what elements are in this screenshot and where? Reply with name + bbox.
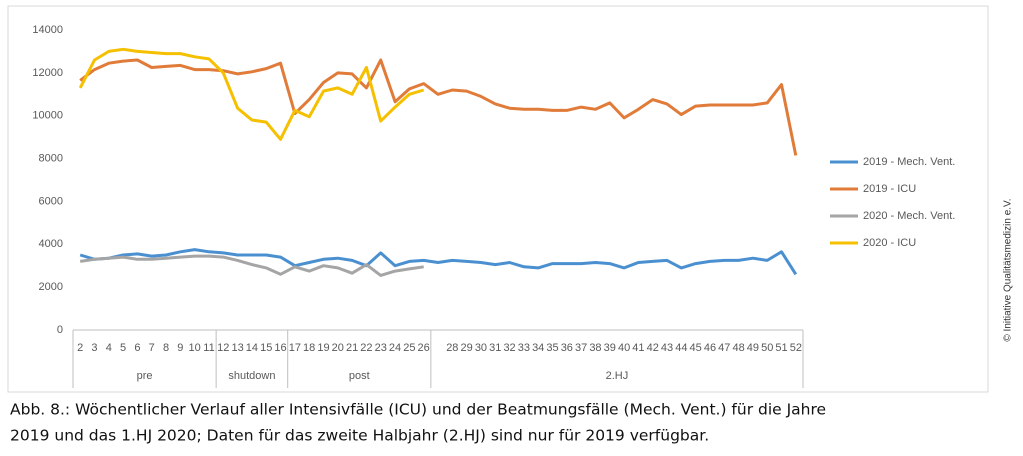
- group-label: shutdown: [228, 370, 275, 382]
- x-tick-label: 40: [618, 342, 630, 354]
- series-line: [79, 254, 424, 277]
- legend-label: 2019 - Mech. Vent.: [863, 156, 955, 168]
- series-line: [79, 248, 798, 276]
- x-tick-label: 15: [260, 342, 272, 354]
- y-tick-label: 2000: [39, 281, 63, 293]
- y-tick-label: 14000: [32, 24, 63, 36]
- x-tick-label: 33: [518, 342, 530, 354]
- x-tick-label: 3: [91, 342, 97, 354]
- x-tick-label: 51: [775, 342, 787, 354]
- x-tick-label: 7: [149, 342, 155, 354]
- x-tick-label: 32: [503, 342, 515, 354]
- caption-line: Abb. 8.: Wöchentlicher Verlauf aller Int…: [10, 401, 826, 419]
- x-tick-label: 46: [704, 342, 716, 354]
- x-tick-label: 52: [790, 342, 802, 354]
- x-tick-label: 31: [489, 342, 501, 354]
- legend-label: 2020 - Mech. Vent.: [863, 210, 955, 222]
- caption-line: 2019 und das 1.HJ 2020; Daten für das zw…: [10, 427, 709, 445]
- x-tick-label: 47: [718, 342, 730, 354]
- series-line: [78, 47, 425, 141]
- y-tick-label: 6000: [39, 195, 63, 207]
- y-tick-label: 10000: [32, 110, 63, 122]
- x-tick-label: 50: [761, 342, 773, 354]
- x-tick-label: 41: [632, 342, 644, 354]
- y-tick-label: 8000: [39, 152, 63, 164]
- x-tick-label: 20: [332, 342, 344, 354]
- x-tick-label: 25: [403, 342, 415, 354]
- x-tick-label: 4: [106, 342, 112, 354]
- x-tick-label: 2: [77, 342, 83, 354]
- x-tick-label: 35: [546, 342, 558, 354]
- x-tick-label: 21: [346, 342, 358, 354]
- legend-label: 2019 - ICU: [863, 183, 916, 195]
- x-tick-label: 44: [675, 342, 687, 354]
- x-tick-label: 49: [747, 342, 759, 354]
- x-tick-label: 36: [561, 342, 573, 354]
- x-tick-label: 23: [375, 342, 387, 354]
- y-tick-label: 0: [57, 324, 63, 336]
- x-tick-label: 26: [418, 342, 430, 354]
- x-tick-label: 13: [231, 342, 243, 354]
- x-tick-label: 9: [177, 342, 183, 354]
- x-tick-label: 29: [461, 342, 473, 354]
- x-tick-label: 22: [360, 342, 372, 354]
- y-tick-label: 12000: [32, 67, 63, 79]
- x-tick-label: 11: [203, 342, 214, 354]
- x-tick-label: 8: [163, 342, 169, 354]
- group-label: 2.HJ: [606, 370, 629, 382]
- x-tick-label: 48: [732, 342, 744, 354]
- x-tick-label: 43: [661, 342, 673, 354]
- x-tick-label: 5: [120, 342, 126, 354]
- x-tick-label: 19: [317, 342, 329, 354]
- x-tick-label: 28: [446, 342, 458, 354]
- chart-frame: [7, 5, 989, 393]
- group-label: pre: [137, 370, 153, 382]
- legend-label: 2020 - ICU: [863, 237, 916, 249]
- x-tick-label: 10: [189, 342, 201, 354]
- x-tick-label: 34: [532, 342, 544, 354]
- x-tick-label: 16: [274, 342, 286, 354]
- x-tick-label: 14: [246, 342, 258, 354]
- x-tick-label: 37: [575, 342, 587, 354]
- x-tick-label: 39: [604, 342, 616, 354]
- x-tick-label: 45: [690, 342, 702, 354]
- x-tick-label: 42: [647, 342, 659, 354]
- series-line: [79, 58, 798, 156]
- x-tick-label: 12: [217, 342, 229, 354]
- x-tick-label: 6: [134, 342, 140, 354]
- x-tick-label: 24: [389, 342, 401, 354]
- copyright: © Initiative Qualitätsmedizin e.V.: [1003, 198, 1014, 341]
- x-tick-label: 17: [289, 342, 301, 354]
- x-tick-label: 38: [589, 342, 601, 354]
- y-tick-label: 4000: [39, 238, 63, 250]
- group-label: post: [349, 370, 370, 382]
- x-tick-label: 18: [303, 342, 315, 354]
- x-tick-label: 30: [475, 342, 487, 354]
